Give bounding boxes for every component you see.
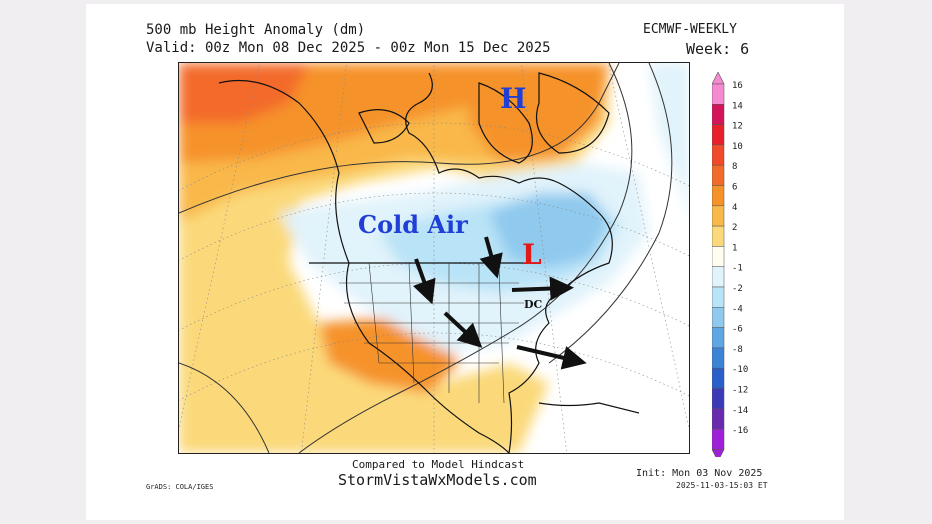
color-scale-swatch <box>711 225 725 247</box>
color-scale-swatch <box>711 286 725 308</box>
color-scale-swatch <box>711 327 725 349</box>
model-name: ECMWF-WEEKLY <box>643 22 737 37</box>
color-scale-tick-label: -10 <box>732 365 748 375</box>
valid-period: Valid: 00z Mon 08 Dec 2025 - 00z Mon 15 … <box>146 40 551 56</box>
color-scale-swatch <box>711 408 725 430</box>
color-scale-tick-label: -14 <box>732 406 748 416</box>
color-scale-swatch <box>711 104 725 125</box>
color-scale-tick-label: 1 <box>732 243 737 253</box>
color-scale-swatch <box>711 144 725 166</box>
color-scale-swatch <box>711 367 725 389</box>
week-label: Week: 6 <box>686 40 750 58</box>
color-scale-swatch <box>711 347 725 369</box>
color-scale-tick-label: 12 <box>732 122 743 132</box>
color-scale-swatch <box>711 246 725 267</box>
color-scale-tick-label: -8 <box>732 345 743 355</box>
color-scale-swatch <box>711 83 725 105</box>
init-time: Init: Mon 03 Nov 2025 <box>636 468 763 479</box>
grads-credit: GrADS: COLA/IGES <box>146 483 214 491</box>
color-scale-swatch <box>711 124 725 146</box>
hindcast-note: Compared to Model Hindcast <box>352 458 525 471</box>
map-title: 500 mb Height Anomaly (dm) <box>146 22 366 38</box>
color-scale-swatch <box>711 307 725 328</box>
site-name: StormVistaWxModels.com <box>338 471 537 489</box>
color-scale-swatch <box>711 266 725 288</box>
color-scale-tick-label: -4 <box>732 304 743 314</box>
color-scale-tick-label: -2 <box>732 284 743 294</box>
color-scale-bottom-arrow <box>711 449 725 463</box>
color-scale-tick-label: 14 <box>732 101 743 111</box>
color-scale-swatch <box>711 388 725 410</box>
color-scale-tick-label: 2 <box>732 223 737 233</box>
color-scale-tick-label: -12 <box>732 386 748 396</box>
color-scale-svg: 16 14 12 10 8 6 4 2 1 -1 -2 -4 -6 -8 -10 -12 -14 -16 <box>711 71 748 463</box>
color-scale-tick-label: 4 <box>732 203 737 213</box>
low-pressure-label: L <box>522 238 542 271</box>
color-scale-tick-label: 6 <box>732 183 737 193</box>
color-scale-swatch <box>711 205 725 227</box>
anomaly-map-svg <box>179 63 689 453</box>
color-scale: 16 14 12 10 8 6 4 2 1 -1 -2 -4 -6 -8 -10 -12 -14 -16 <box>711 71 772 463</box>
color-scale-tick-label: 8 <box>732 162 737 172</box>
color-scale-swatch <box>711 428 725 450</box>
color-scale-tick-label: -1 <box>732 264 743 274</box>
color-scale-tick-label: -6 <box>732 325 743 335</box>
dc-label: DC <box>524 298 543 311</box>
high-pressure-label: H <box>500 82 527 115</box>
color-scale-swatch <box>711 185 725 207</box>
color-scale-tick-label: 16 <box>732 81 743 91</box>
issue-timestamp: 2025-11-03-15:03 ET <box>676 481 768 490</box>
anomaly-map <box>178 62 690 454</box>
color-scale-top-arrow <box>711 71 725 85</box>
cold-air-label: Cold Air <box>358 210 468 239</box>
color-scale-tick-label: 10 <box>732 142 743 152</box>
color-scale-tick-label: -16 <box>732 426 748 436</box>
color-scale-swatch <box>711 164 725 186</box>
